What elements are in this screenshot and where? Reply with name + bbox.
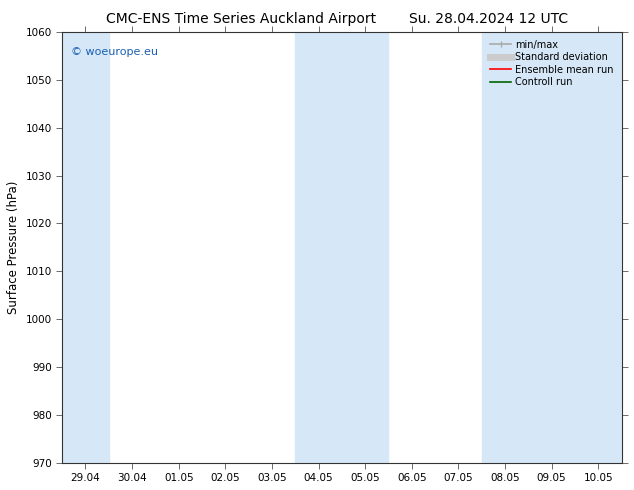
Legend: min/max, Standard deviation, Ensemble mean run, Controll run: min/max, Standard deviation, Ensemble me… — [487, 37, 617, 90]
Text: © woeurope.eu: © woeurope.eu — [70, 47, 158, 57]
Text: Su. 28.04.2024 12 UTC: Su. 28.04.2024 12 UTC — [409, 12, 567, 26]
Y-axis label: Surface Pressure (hPa): Surface Pressure (hPa) — [7, 181, 20, 314]
Bar — [482, 32, 621, 463]
Text: CMC-ENS Time Series Auckland Airport: CMC-ENS Time Series Auckland Airport — [106, 12, 376, 26]
Bar — [62, 32, 109, 463]
Bar — [295, 32, 389, 463]
